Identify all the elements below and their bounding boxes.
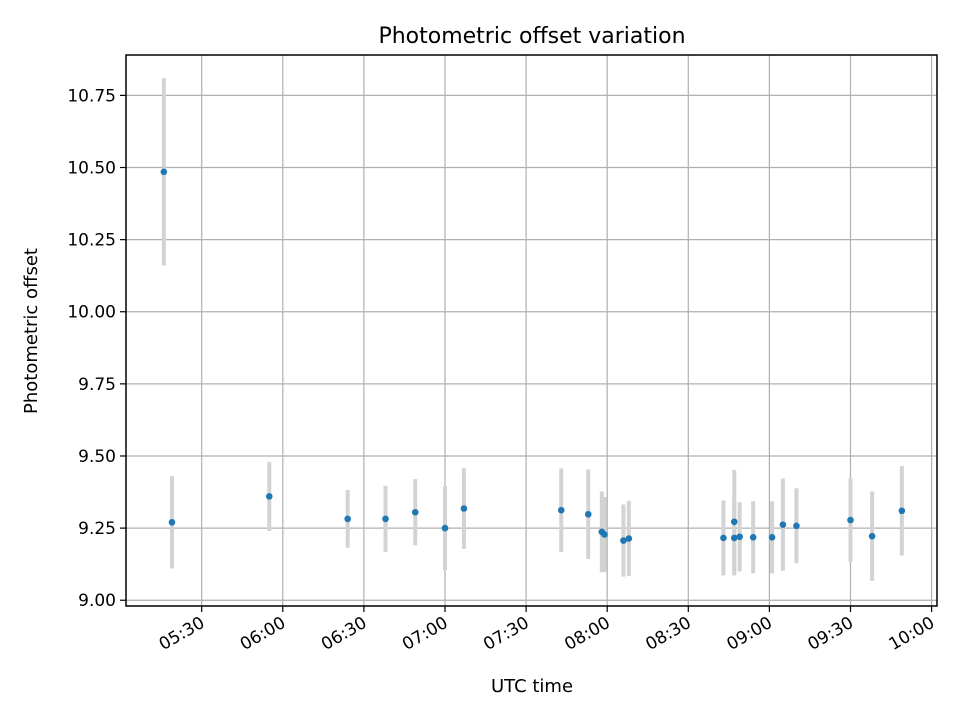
data-point [382,515,389,523]
y-tick-label: 9.50 [78,447,116,467]
data-point [720,534,727,542]
y-axis-ticks: 9.00 9.25 9.50 9.75 10.00 10.25 10.50 10.75 [67,86,126,611]
y-tick-label: 9.25 [78,519,116,539]
y-tick-label: 10.00 [67,303,116,323]
x-tick-label: 07:30 [480,613,532,655]
data-point [441,524,449,532]
grid [126,55,937,606]
x-axis-ticks: 05:30 06:00 06:30 07:00 07:30 08:00 08:30 09:00… [156,606,938,655]
x-tick-label: 09:30 [805,613,857,655]
x-tick-label: 10:00 [886,613,938,655]
data-point [160,168,168,176]
data-point [265,493,273,500]
x-tick-label: 07:00 [399,613,451,655]
x-axis-label: UTC time [491,676,573,697]
chart-title: Photometric offset variation [378,24,685,49]
data-point [730,518,738,526]
y-tick-label: 10.50 [67,159,116,179]
data-point [768,534,776,541]
data-point [168,519,176,526]
x-tick-label: 08:30 [642,613,694,655]
data-points [160,168,906,544]
x-tick-label: 09:00 [723,613,775,655]
data-point [625,535,633,542]
data-point [736,533,743,541]
data-point [898,507,906,515]
y-tick-label: 10.75 [67,86,116,106]
data-point [847,516,854,524]
data-point [557,506,565,514]
data-point [601,531,608,538]
y-tick-label: 9.00 [78,591,116,611]
error-bars [161,78,904,581]
x-tick-label: 06:30 [318,613,370,655]
data-point [749,534,757,541]
y-tick-label: 10.25 [67,231,116,251]
data-point [620,537,627,544]
x-tick-label: 05:30 [156,613,208,655]
y-axis-label: Photometric offset [21,248,42,414]
data-point [460,505,468,512]
data-point [411,508,419,516]
x-tick-label: 06:00 [237,613,289,655]
x-tick-label: 08:00 [561,613,613,655]
data-point [779,521,787,528]
data-point [344,515,351,523]
y-tick-label: 9.75 [78,375,116,395]
data-point [730,534,738,542]
data-point [793,522,800,530]
data-point [584,510,592,518]
data-point [868,532,876,540]
plot-frame [125,54,938,607]
